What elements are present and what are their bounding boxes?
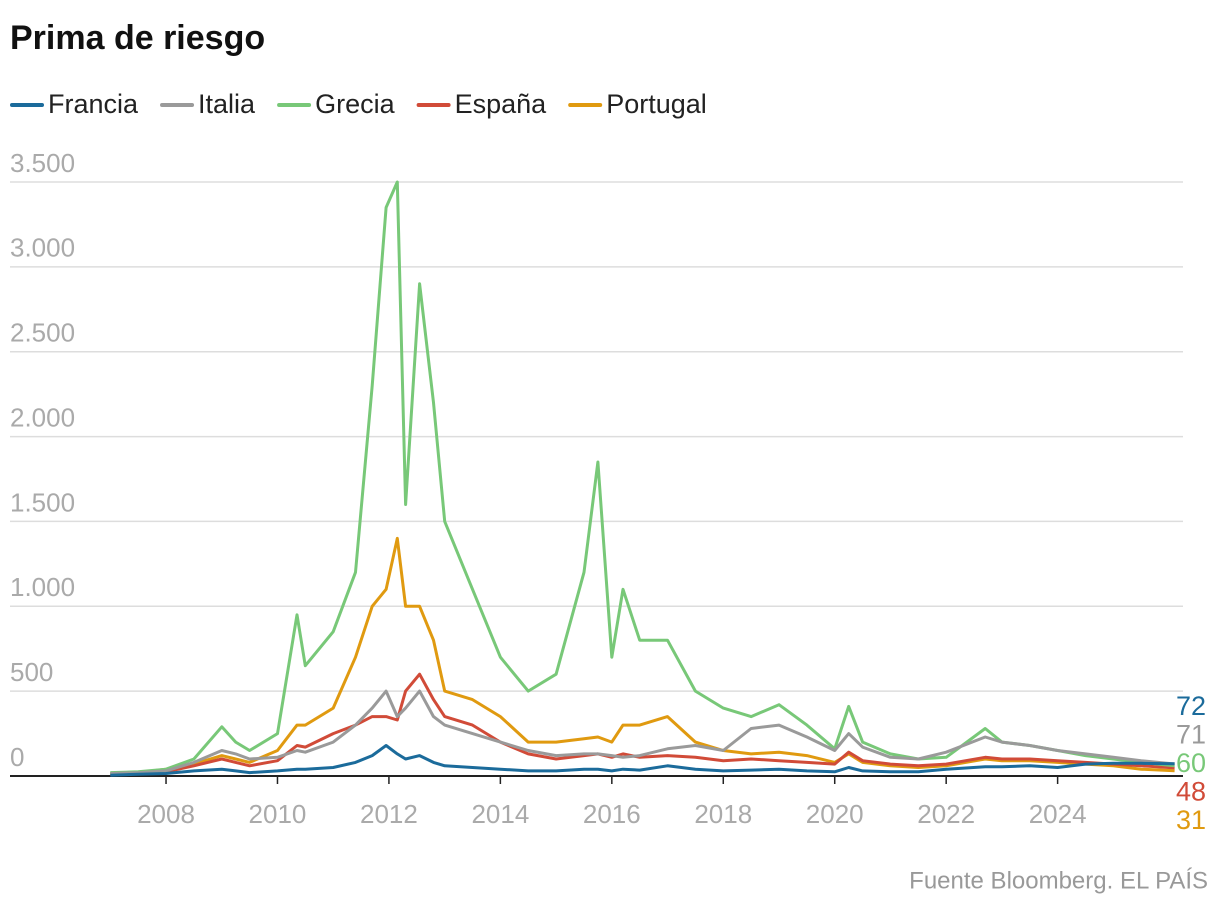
y-tick-label: 500	[10, 657, 53, 687]
x-tick-label: 2022	[917, 799, 975, 829]
y-tick-label: 2.000	[10, 402, 75, 432]
end-label: 71	[1176, 720, 1206, 750]
end-label: 48	[1176, 777, 1206, 807]
y-tick-label: 3.000	[10, 233, 75, 263]
end-label: 72	[1176, 691, 1206, 721]
x-tick-label: 2012	[360, 799, 418, 829]
series-line	[110, 744, 1175, 777]
y-tick-label: 2.500	[10, 318, 75, 348]
y-tick-label: 0	[10, 742, 24, 772]
chart-title: Prima de riesgo	[10, 19, 265, 57]
legend-label: Portugal	[606, 89, 707, 119]
legend-label: Francia	[48, 89, 139, 119]
end-label: 31	[1176, 805, 1206, 835]
x-tick-label: 2016	[583, 799, 641, 829]
legend-label: España	[455, 89, 548, 119]
legend-label: Italia	[198, 89, 256, 119]
x-tick-label: 2020	[806, 799, 864, 829]
x-tick-label: 2010	[249, 799, 307, 829]
y-tick-label: 1.500	[10, 487, 75, 517]
source: Fuente Bloomberg. EL PAÍS	[909, 867, 1208, 894]
legend-label: Grecia	[315, 89, 396, 119]
series-line	[110, 536, 1175, 775]
y-tick-label: 3.500	[10, 148, 75, 178]
end-label: 60	[1176, 748, 1206, 778]
x-tick-label: 2014	[471, 799, 529, 829]
x-tick-label: 2018	[694, 799, 752, 829]
y-tick-label: 1.000	[10, 572, 75, 602]
series-line	[110, 689, 1175, 775]
x-tick-label: 2024	[1029, 799, 1087, 829]
series-line	[110, 180, 1175, 775]
x-tick-label: 2008	[137, 799, 195, 829]
